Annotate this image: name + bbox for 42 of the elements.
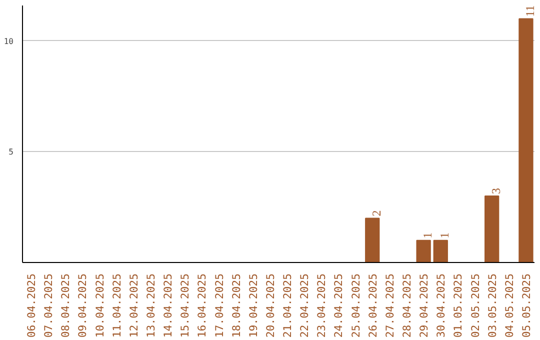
x-tick-label: 24.04.2025 <box>332 274 346 338</box>
bar <box>484 196 500 262</box>
x-tick-label: 22.04.2025 <box>298 274 312 338</box>
x-tick-label: 02.05.2025 <box>468 274 482 338</box>
x-tick-label: 13.04.2025 <box>144 274 158 338</box>
data-label: 11 <box>522 5 537 17</box>
x-tick-label: 03.05.2025 <box>486 274 499 338</box>
x-tick-label: 10.04.2025 <box>93 274 106 338</box>
x-tick-label: 11.04.2025 <box>110 274 124 338</box>
data-label: 1 <box>420 232 435 238</box>
bar <box>518 18 534 262</box>
x-tick-label: 29.04.2025 <box>418 274 431 338</box>
x-tick-label: 26.04.2025 <box>366 274 380 338</box>
x-tick-label: 27.04.2025 <box>383 274 396 338</box>
x-tick-label: 01.05.2025 <box>452 274 465 338</box>
x-tick-label: 05.05.2025 <box>520 274 533 338</box>
y-tick-label: 5 <box>8 148 14 157</box>
data-label: 3 <box>488 188 503 194</box>
x-tick-label: 15.04.2025 <box>178 274 192 338</box>
x-tick-label: 06.04.2025 <box>25 274 38 338</box>
x-tick-label: 08.04.2025 <box>59 274 72 338</box>
x-tick-label: 25.04.2025 <box>349 274 362 338</box>
y-tick-label: 10 <box>4 36 14 46</box>
x-tick-label: 30.04.2025 <box>434 274 448 338</box>
x-tick-label: 20.04.2025 <box>264 274 277 338</box>
bar <box>365 218 380 262</box>
x-tick-label: 07.04.2025 <box>42 274 56 338</box>
x-tick-label: 23.04.2025 <box>315 274 328 338</box>
x-tick-label: 21.04.2025 <box>281 274 294 338</box>
x-tick-label: 19.04.2025 <box>246 274 260 338</box>
x-tick-label: 18.04.2025 <box>230 274 243 338</box>
x-tick-label: 17.04.2025 <box>212 274 226 338</box>
x-tick-label: 04.05.2025 <box>502 274 516 338</box>
data-label: 1 <box>438 232 452 238</box>
data-label: 2 <box>369 210 384 216</box>
x-tick-label: 14.04.2025 <box>162 274 175 338</box>
x-tick-label: 12.04.2025 <box>127 274 140 338</box>
x-tick-label: 28.04.2025 <box>400 274 414 338</box>
bar <box>433 240 448 262</box>
x-tick-label: 16.04.2025 <box>196 274 209 338</box>
x-tick-label: 09.04.2025 <box>76 274 90 338</box>
bar <box>416 240 431 262</box>
